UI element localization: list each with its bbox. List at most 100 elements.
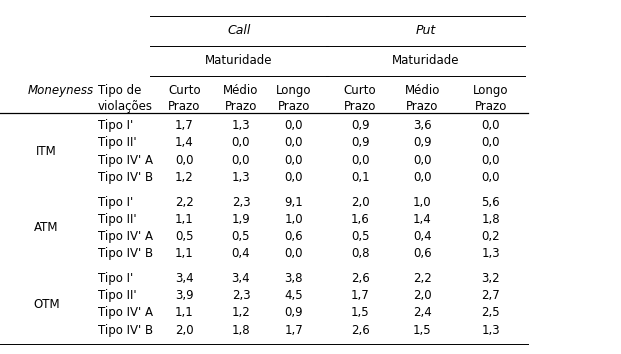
Text: 1,7: 1,7 [284, 324, 303, 337]
Text: 0,2: 0,2 [481, 230, 500, 243]
Text: 2,6: 2,6 [351, 272, 369, 285]
Text: 1,8: 1,8 [232, 324, 250, 337]
Text: 2,2: 2,2 [175, 196, 194, 209]
Text: Tipo II': Tipo II' [98, 289, 137, 302]
Text: 0,4: 0,4 [232, 247, 250, 260]
Text: 1,3: 1,3 [232, 119, 250, 132]
Text: 0,9: 0,9 [351, 119, 369, 132]
Text: OTM: OTM [34, 298, 60, 311]
Text: 3,4: 3,4 [232, 272, 250, 285]
Text: 1,1: 1,1 [175, 247, 194, 260]
Text: 3,4: 3,4 [175, 272, 194, 285]
Text: Tipo I': Tipo I' [98, 272, 134, 285]
Text: 0,4: 0,4 [413, 230, 432, 243]
Text: Prazo: Prazo [168, 100, 201, 113]
Text: 1,7: 1,7 [351, 289, 369, 302]
Text: Tipo IV' B: Tipo IV' B [98, 324, 153, 337]
Text: 0,1: 0,1 [351, 171, 369, 184]
Text: 0,0: 0,0 [284, 171, 303, 184]
Text: 2,0: 2,0 [413, 289, 432, 302]
Text: 0,9: 0,9 [284, 307, 303, 319]
Text: Tipo IV' B: Tipo IV' B [98, 171, 153, 184]
Text: 1,1: 1,1 [175, 307, 194, 319]
Text: 0,0: 0,0 [284, 247, 303, 260]
Text: Put: Put [415, 24, 435, 36]
Text: 1,3: 1,3 [232, 171, 250, 184]
Text: Tipo de: Tipo de [98, 84, 142, 97]
Text: 1,7: 1,7 [175, 119, 194, 132]
Text: 1,9: 1,9 [232, 213, 250, 226]
Text: 0,6: 0,6 [284, 230, 303, 243]
Text: Tipo I': Tipo I' [98, 119, 134, 132]
Text: 1,6: 1,6 [351, 213, 369, 226]
Text: Tipo IV' A: Tipo IV' A [98, 154, 153, 166]
Text: 0,0: 0,0 [284, 136, 303, 149]
Text: 0,0: 0,0 [175, 154, 194, 166]
Text: 1,4: 1,4 [413, 213, 432, 226]
Text: 0,0: 0,0 [284, 119, 303, 132]
Text: 0,5: 0,5 [232, 230, 250, 243]
Text: 3,9: 3,9 [175, 289, 194, 302]
Text: 1,0: 1,0 [284, 213, 303, 226]
Text: Prazo: Prazo [406, 100, 438, 113]
Text: 9,1: 9,1 [284, 196, 303, 209]
Text: Call: Call [227, 24, 251, 36]
Text: 0,0: 0,0 [481, 171, 500, 184]
Text: 0,0: 0,0 [413, 171, 432, 184]
Text: 1,1: 1,1 [175, 213, 194, 226]
Text: 1,5: 1,5 [413, 324, 432, 337]
Text: ATM: ATM [34, 221, 59, 234]
Text: 2,4: 2,4 [413, 307, 432, 319]
Text: 0,0: 0,0 [351, 154, 369, 166]
Text: Prazo: Prazo [278, 100, 310, 113]
Text: 2,6: 2,6 [351, 324, 369, 337]
Text: 0,0: 0,0 [232, 136, 250, 149]
Text: 1,0: 1,0 [413, 196, 432, 209]
Text: Maturidade: Maturidade [206, 55, 273, 67]
Text: 0,0: 0,0 [284, 154, 303, 166]
Text: 4,5: 4,5 [284, 289, 303, 302]
Text: 2,3: 2,3 [232, 289, 250, 302]
Text: Tipo II': Tipo II' [98, 213, 137, 226]
Text: 1,2: 1,2 [232, 307, 250, 319]
Text: 0,9: 0,9 [351, 136, 369, 149]
Text: 2,0: 2,0 [175, 324, 194, 337]
Text: Tipo IV' A: Tipo IV' A [98, 307, 153, 319]
Text: Médio: Médio [224, 84, 258, 97]
Text: 0,0: 0,0 [413, 154, 432, 166]
Text: 1,3: 1,3 [481, 247, 500, 260]
Text: Tipo I': Tipo I' [98, 196, 134, 209]
Text: 5,6: 5,6 [481, 196, 500, 209]
Text: 2,5: 2,5 [481, 307, 500, 319]
Text: Tipo IV' A: Tipo IV' A [98, 230, 153, 243]
Text: 2,2: 2,2 [413, 272, 432, 285]
Text: 1,3: 1,3 [481, 324, 500, 337]
Text: Longo: Longo [473, 84, 509, 97]
Text: 3,8: 3,8 [284, 272, 303, 285]
Text: 0,0: 0,0 [481, 119, 500, 132]
Text: 0,0: 0,0 [481, 154, 500, 166]
Text: Curto: Curto [168, 84, 201, 97]
Text: 0,5: 0,5 [175, 230, 194, 243]
Text: Longo: Longo [276, 84, 312, 97]
Text: 1,2: 1,2 [175, 171, 194, 184]
Text: 2,7: 2,7 [481, 289, 500, 302]
Text: 3,6: 3,6 [413, 119, 432, 132]
Text: 0,0: 0,0 [232, 154, 250, 166]
Text: 1,5: 1,5 [351, 307, 369, 319]
Text: Maturidade: Maturidade [392, 55, 459, 67]
Text: Prazo: Prazo [344, 100, 376, 113]
Text: 1,8: 1,8 [481, 213, 500, 226]
Text: violações: violações [98, 100, 153, 113]
Text: ITM: ITM [36, 145, 57, 158]
Text: Tipo IV' B: Tipo IV' B [98, 247, 153, 260]
Text: Médio: Médio [405, 84, 440, 97]
Text: Prazo: Prazo [474, 100, 507, 113]
Text: Moneyness: Moneyness [28, 84, 94, 97]
Text: 2,3: 2,3 [232, 196, 250, 209]
Text: 3,2: 3,2 [481, 272, 500, 285]
Text: Curto: Curto [344, 84, 376, 97]
Text: Prazo: Prazo [225, 100, 257, 113]
Text: Tipo II': Tipo II' [98, 136, 137, 149]
Text: 0,0: 0,0 [481, 136, 500, 149]
